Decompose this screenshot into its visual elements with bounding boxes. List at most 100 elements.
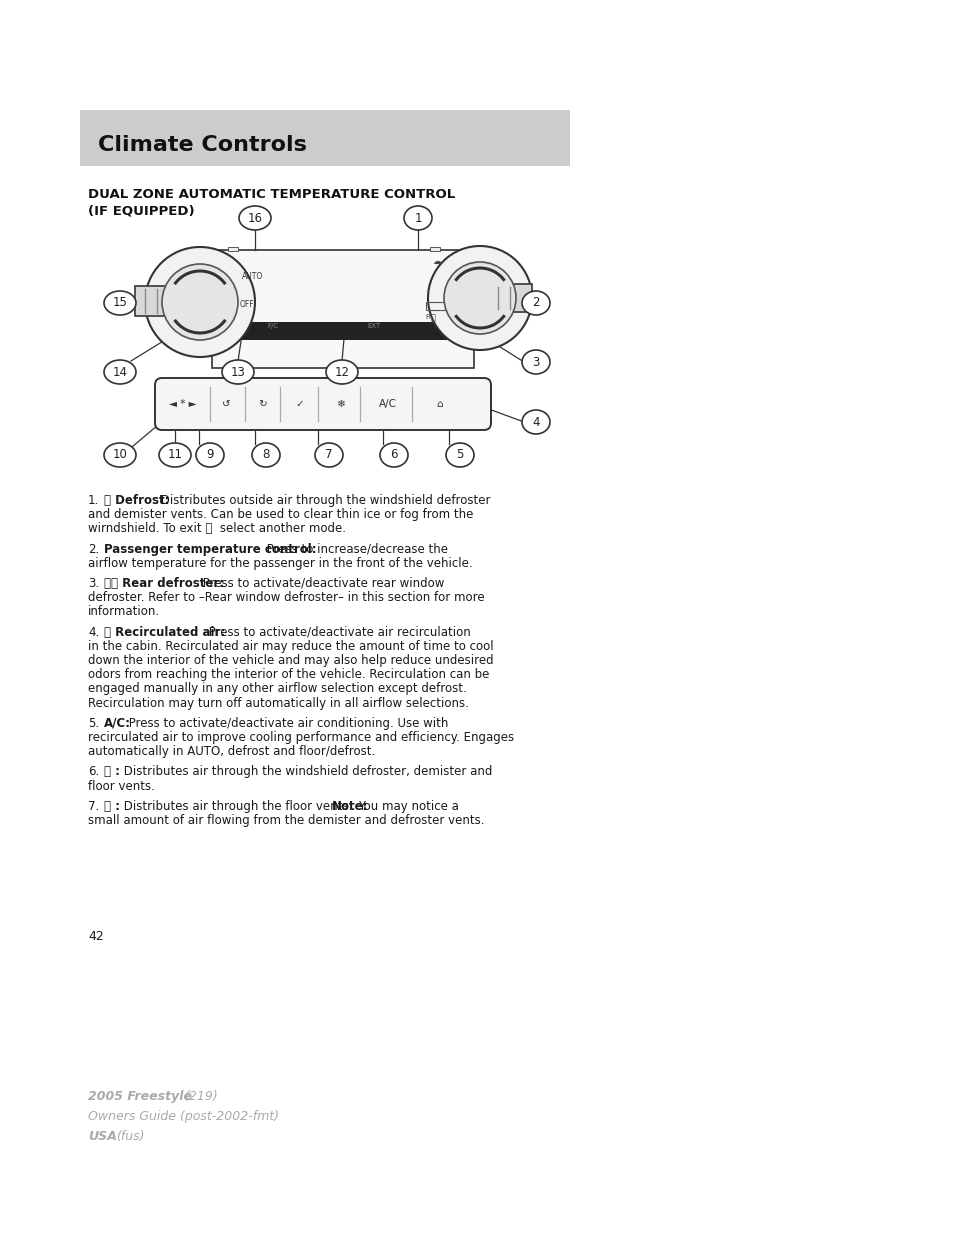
- Text: Press to activate/deactivate air recirculation: Press to activate/deactivate air recircu…: [205, 626, 470, 638]
- Text: AUTO: AUTO: [242, 272, 263, 282]
- Bar: [80, 110, 569, 165]
- Text: 3: 3: [532, 356, 539, 368]
- Text: small amount of air flowing from the demister and defroster vents.: small amount of air flowing from the dem…: [88, 814, 484, 827]
- Text: F/C: F/C: [267, 324, 278, 329]
- Text: (219): (219): [184, 1091, 217, 1103]
- Text: airflow temperature for the passenger in the front of the vehicle.: airflow temperature for the passenger in…: [88, 557, 472, 569]
- Bar: [212, 322, 474, 340]
- Bar: [212, 249, 474, 368]
- Text: A/C: A/C: [378, 399, 396, 409]
- Ellipse shape: [521, 291, 550, 315]
- Text: 10: 10: [112, 448, 128, 462]
- Text: Press to increase/decrease the: Press to increase/decrease the: [263, 542, 448, 556]
- Bar: [135, 287, 183, 316]
- Circle shape: [145, 247, 254, 357]
- Text: defroster. Refer to –Rear window defroster– in this section for more: defroster. Refer to –Rear window defrost…: [88, 592, 484, 604]
- Text: 14: 14: [112, 366, 128, 378]
- Text: (IF EQUIPPED): (IF EQUIPPED): [88, 204, 194, 217]
- Text: 6: 6: [390, 448, 397, 462]
- Text: 15: 15: [112, 296, 128, 310]
- Ellipse shape: [104, 443, 136, 467]
- Text: Press to activate/deactivate air conditioning. Use with: Press to activate/deactivate air conditi…: [125, 716, 448, 730]
- Ellipse shape: [222, 359, 253, 384]
- Text: in the cabin. Recirculated air may reduce the amount of time to cool: in the cabin. Recirculated air may reduc…: [88, 640, 493, 653]
- Text: 6.: 6.: [88, 766, 99, 778]
- Text: Distributes air through the floor vents.: Distributes air through the floor vents.: [120, 800, 355, 813]
- Text: 42: 42: [88, 930, 104, 944]
- Text: Note:: Note:: [332, 800, 368, 813]
- Text: down the interior of the vehicle and may also help reduce undesired: down the interior of the vehicle and may…: [88, 655, 493, 667]
- Circle shape: [443, 262, 516, 333]
- Ellipse shape: [104, 359, 136, 384]
- Text: 5.: 5.: [88, 716, 99, 730]
- Text: 4.: 4.: [88, 626, 99, 638]
- Text: ⌂: ⌂: [436, 399, 443, 409]
- Text: ☂: ☂: [432, 261, 441, 270]
- Text: USA: USA: [88, 1130, 116, 1144]
- Ellipse shape: [446, 443, 474, 467]
- Text: Owners Guide (post-2002-fmt): Owners Guide (post-2002-fmt): [88, 1110, 278, 1123]
- Ellipse shape: [403, 206, 432, 230]
- Ellipse shape: [521, 350, 550, 374]
- Text: DUAL ZONE AUTOMATIC TEMPERATURE CONTROL: DUAL ZONE AUTOMATIC TEMPERATURE CONTROL: [88, 188, 455, 201]
- Text: ⓘⓘ Rear defroster:: ⓘⓘ Rear defroster:: [104, 577, 224, 590]
- Text: Press to activate/deactivate rear window: Press to activate/deactivate rear window: [199, 577, 444, 590]
- Text: 16: 16: [247, 211, 262, 225]
- Text: 9: 9: [206, 448, 213, 462]
- Text: 1: 1: [414, 211, 421, 225]
- Text: Distributes air through the windshield defroster, demister and: Distributes air through the windshield d…: [120, 766, 492, 778]
- Text: 12: 12: [335, 366, 349, 378]
- Text: ◄ * ►: ◄ * ►: [169, 399, 196, 409]
- Ellipse shape: [314, 443, 343, 467]
- Text: odors from reaching the interior of the vehicle. Recirculation can be: odors from reaching the interior of the …: [88, 668, 489, 682]
- Text: information.: information.: [88, 605, 160, 619]
- Text: ⓘ :: ⓘ :: [104, 766, 120, 778]
- Text: You may notice a: You may notice a: [358, 800, 459, 813]
- Ellipse shape: [252, 443, 280, 467]
- Text: recirculated air to improve cooling performance and efficiency. Engages: recirculated air to improve cooling perf…: [88, 731, 514, 743]
- Text: Passenger temperature control:: Passenger temperature control:: [104, 542, 316, 556]
- Ellipse shape: [239, 206, 271, 230]
- Text: R: R: [424, 314, 429, 320]
- Text: (fus): (fus): [116, 1130, 144, 1144]
- Ellipse shape: [104, 291, 136, 315]
- Text: 1.: 1.: [88, 494, 99, 508]
- Text: 13: 13: [231, 366, 245, 378]
- Ellipse shape: [521, 410, 550, 433]
- Text: ⓘ Recirculated air:: ⓘ Recirculated air:: [104, 626, 225, 638]
- Text: A/C:: A/C:: [104, 716, 131, 730]
- Bar: [488, 284, 532, 312]
- Text: Ⓖ: Ⓖ: [431, 312, 436, 322]
- Text: ⓘ Defrost:: ⓘ Defrost:: [104, 494, 170, 508]
- Text: ↺: ↺: [221, 399, 230, 409]
- Ellipse shape: [379, 443, 408, 467]
- Text: 7.: 7.: [88, 800, 99, 813]
- Text: floor vents.: floor vents.: [88, 779, 154, 793]
- Text: ⓘ :: ⓘ :: [104, 800, 120, 813]
- Ellipse shape: [326, 359, 357, 384]
- Text: ✓: ✓: [295, 399, 304, 409]
- Bar: [426, 303, 446, 310]
- Text: 4: 4: [532, 415, 539, 429]
- Text: engaged manually in any other airflow selection except defrost.: engaged manually in any other airflow se…: [88, 683, 466, 695]
- Text: ❄: ❄: [335, 399, 344, 409]
- Text: Climate Controls: Climate Controls: [98, 136, 307, 156]
- Text: automatically in AUTO, defrost and floor/defrost.: automatically in AUTO, defrost and floor…: [88, 745, 375, 758]
- Ellipse shape: [159, 443, 191, 467]
- Circle shape: [428, 246, 532, 350]
- Text: Recirculation may turn off automatically in all airflow selections.: Recirculation may turn off automatically…: [88, 697, 468, 710]
- Text: 7: 7: [325, 448, 333, 462]
- Text: EXT: EXT: [367, 324, 380, 329]
- Text: and demister vents. Can be used to clear thin ice or fog from the: and demister vents. Can be used to clear…: [88, 508, 473, 521]
- Bar: [228, 247, 237, 251]
- Text: 5: 5: [456, 448, 463, 462]
- Ellipse shape: [195, 443, 224, 467]
- Text: 2: 2: [532, 296, 539, 310]
- Text: OFF: OFF: [240, 300, 254, 309]
- Text: 3.: 3.: [88, 577, 99, 590]
- Text: 2.: 2.: [88, 542, 99, 556]
- Bar: [430, 247, 439, 251]
- Circle shape: [162, 264, 237, 340]
- FancyBboxPatch shape: [154, 378, 491, 430]
- Text: ↻: ↻: [258, 399, 267, 409]
